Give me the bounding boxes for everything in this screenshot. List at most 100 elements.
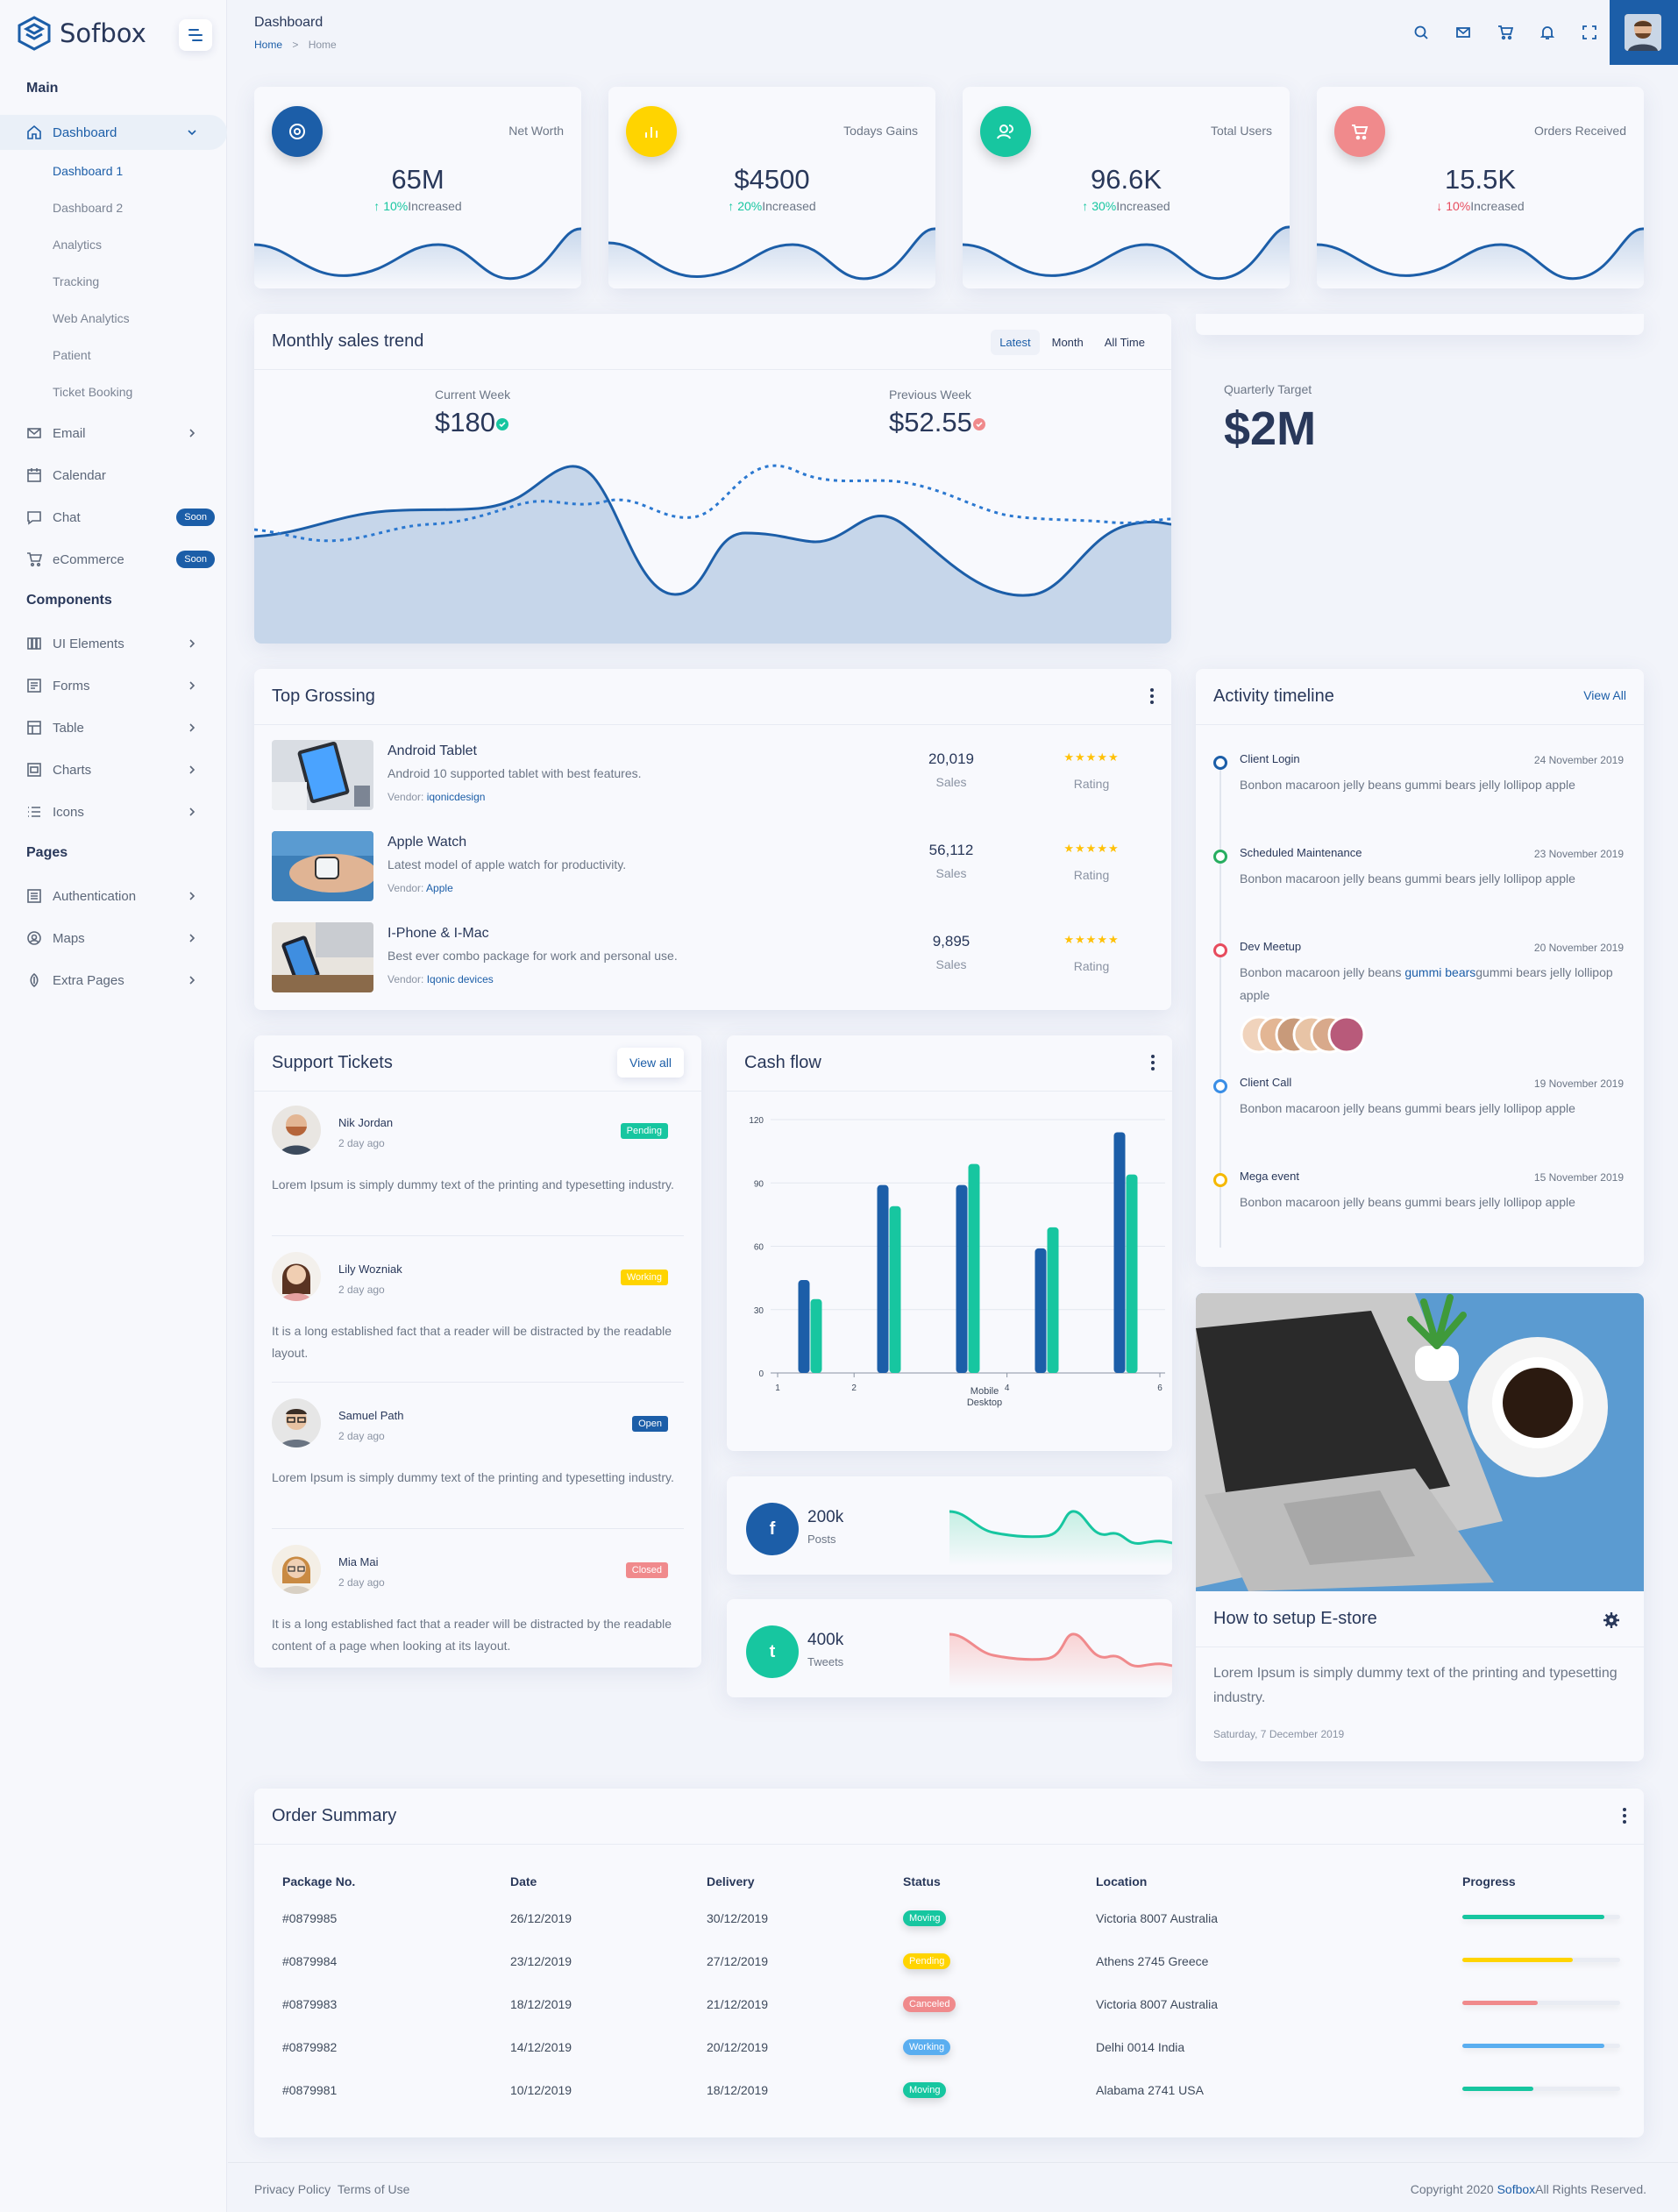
quarterly-target-value: $2M — [1224, 402, 1317, 455]
sidebar-sub-dashboard-1[interactable]: Dashboard 1 — [53, 164, 124, 178]
stat-sparkline — [1317, 227, 1644, 288]
chevron-right-icon — [189, 639, 196, 648]
sidebar-sub-analytics[interactable]: Analytics — [53, 238, 103, 252]
facebook-icon[interactable]: f — [746, 1503, 799, 1555]
package-number: #0879984 — [282, 1954, 338, 1968]
iphone-imac-image — [272, 922, 373, 992]
privacy-policy-link[interactable]: Privacy Policy — [254, 2182, 331, 2196]
twitter-icon[interactable]: t — [746, 1625, 799, 1678]
page-title: Dashboard — [254, 15, 324, 30]
stat-value: 65M — [391, 164, 444, 195]
ticket-message: Lorem Ipsum is simply dummy text of the … — [272, 1177, 674, 1191]
sidebar-item-ecommerce[interactable]: eCommerce Soon — [0, 542, 227, 577]
timeline-text-a: Bonbon macaroon jelly beans — [1240, 965, 1405, 979]
timeline-dot — [1213, 943, 1227, 957]
sidebar-sub-tracking[interactable]: Tracking — [53, 274, 100, 288]
quarterly-card-strip — [1196, 314, 1644, 335]
stat-value: $4500 — [734, 164, 810, 195]
facebook-sparkline — [949, 1510, 1172, 1566]
timeline-dot — [1213, 756, 1227, 770]
product-name[interactable]: I-Phone & I-Mac — [388, 926, 489, 941]
twitter-stat-card: t 400k Tweets — [727, 1599, 1172, 1697]
stat-sparkline — [608, 227, 935, 288]
bell-icon[interactable] — [1539, 25, 1555, 40]
order-date: 18/12/2019 — [510, 1997, 572, 2011]
delivery-date: 27/12/2019 — [707, 1954, 769, 1968]
sidebar-item-maps[interactable]: Maps — [0, 921, 227, 956]
more-icon[interactable] — [1150, 688, 1154, 704]
blog-title[interactable]: How to setup E-store — [1213, 1609, 1377, 1628]
vendor-link[interactable]: Iqonic devices — [426, 973, 494, 985]
brand[interactable]: Sofbox — [16, 14, 146, 53]
sidebar-item-table[interactable]: Table — [0, 710, 227, 745]
breadcrumb: Home > Home — [254, 39, 337, 51]
bar-series-2-1 — [810, 1298, 822, 1373]
sidebar-item-email[interactable]: Email — [0, 416, 227, 451]
delivery-date: 21/12/2019 — [707, 1997, 769, 2011]
more-icon[interactable] — [1623, 1808, 1626, 1824]
cart-icon[interactable] — [1497, 25, 1513, 40]
sidebar-sub-dashboard-2[interactable]: Dashboard 2 — [53, 201, 124, 215]
terms-of-use-link[interactable]: Terms of Use — [337, 2182, 410, 2196]
view-all-button[interactable]: View all — [617, 1048, 684, 1078]
laptop-coffee-image — [1196, 1293, 1644, 1591]
gear-icon[interactable] — [1603, 1612, 1619, 1628]
avatar — [1625, 14, 1661, 51]
chevron-right-icon — [189, 681, 196, 690]
column-header: Package No. — [282, 1874, 356, 1888]
sidebar-item-extra-pages[interactable]: Extra Pages — [0, 963, 227, 998]
more-icon[interactable] — [1151, 1055, 1155, 1070]
sidebar-item-dashboard[interactable]: Dashboard — [0, 115, 227, 150]
breadcrumb-home-link[interactable]: Home — [254, 39, 283, 51]
column-header: Progress — [1462, 1874, 1516, 1888]
timeline-text: Bonbon macaroon jelly beans gummi bearsg… — [1240, 961, 1625, 1006]
sidebar-item-forms[interactable]: Forms — [0, 668, 227, 703]
timeline-text: Bonbon macaroon jelly beans gummi bears … — [1240, 871, 1575, 886]
bar-series-2-5 — [1126, 1174, 1138, 1373]
tab-latest[interactable]: Latest — [991, 330, 1040, 355]
sidebar-item-chat[interactable]: Chat Soon — [0, 500, 227, 535]
timeline-dot — [1213, 1079, 1227, 1093]
stat-change-word: Increased — [762, 199, 816, 213]
product-name[interactable]: Apple Watch — [388, 835, 467, 850]
sidebar-item-charts[interactable]: Charts — [0, 752, 227, 787]
timeline-text-link[interactable]: gummi bears — [1404, 965, 1476, 979]
card-title: Activity timeline — [1213, 686, 1334, 706]
vendor-link[interactable]: Apple — [426, 882, 453, 894]
vendor-link[interactable]: iqonicdesign — [426, 791, 486, 803]
x-tick-label: 2 — [851, 1383, 857, 1393]
mail-icon[interactable] — [1455, 25, 1471, 40]
list-item[interactable]: I-Phone & I-Mac Best ever combo package … — [272, 922, 1157, 1001]
facebook-stat-card: f 200k Posts — [727, 1476, 1172, 1575]
map-icon — [27, 931, 41, 945]
user-menu[interactable] — [1610, 0, 1678, 65]
sidebar-sub-web-analytics[interactable]: Web Analytics — [53, 311, 130, 325]
card-header: How to setup E-store — [1196, 1591, 1644, 1647]
divider — [272, 1528, 684, 1529]
timeline-title: Client Call — [1240, 1076, 1292, 1089]
y-tick-label: 90 — [754, 1179, 764, 1189]
product-name[interactable]: Android Tablet — [388, 743, 477, 758]
search-icon[interactable] — [1413, 25, 1429, 40]
sidebar-item-calendar[interactable]: Calendar — [0, 458, 227, 493]
view-all-link[interactable]: View All — [1583, 688, 1626, 702]
sidebar-sub-patient[interactable]: Patient — [53, 348, 91, 362]
sidebar-item-ui-elements[interactable]: UI Elements — [0, 626, 227, 661]
tab-month[interactable]: Month — [1051, 336, 1084, 349]
sidebar-item-label: Charts — [53, 762, 92, 778]
sidebar-item-icons[interactable]: Icons — [0, 794, 227, 829]
section-components: Components — [26, 593, 112, 608]
list-item[interactable]: Apple Watch Latest model of apple watch … — [272, 831, 1157, 910]
tab-all-time[interactable]: All Time — [1104, 336, 1145, 349]
fullscreen-icon[interactable] — [1582, 25, 1597, 40]
delivery-date: 18/12/2019 — [707, 2083, 769, 2097]
current-week-amount: $180 — [435, 407, 495, 437]
list-item[interactable]: Android Tablet Android 10 supported tabl… — [272, 740, 1157, 819]
sidebar-sub-ticket-booking[interactable]: Ticket Booking — [53, 385, 133, 399]
sidebar-item-authentication[interactable]: Authentication — [0, 878, 227, 914]
stat-arrow: ↑ — [728, 199, 735, 213]
menu-toggle-button[interactable] — [179, 19, 212, 51]
copyright-brand-link[interactable]: Sofbox — [1497, 2182, 1536, 2196]
timeline-text: Bonbon macaroon jelly beans gummi bears … — [1240, 778, 1575, 792]
